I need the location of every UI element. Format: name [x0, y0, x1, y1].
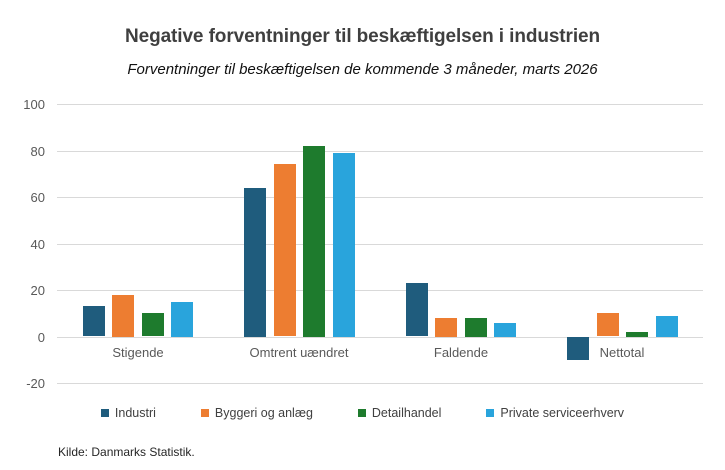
gridline: [57, 151, 703, 152]
gridline: [57, 383, 703, 384]
y-axis-tick-label: 40: [30, 237, 45, 252]
legend-item-label: Byggeri og anlæg: [214, 406, 313, 420]
chart-subtitle: Forventninger til beskæftigelsen de komm…: [127, 61, 598, 78]
chart-title: Negative forventninger til beskæftigelse…: [125, 26, 600, 47]
legend-swatch: [357, 409, 366, 417]
bar: [597, 313, 619, 336]
gridline: [57, 197, 703, 198]
x-axis-category-label: Faldende: [433, 345, 489, 360]
y-axis-tick-label: 80: [30, 144, 45, 159]
legend-swatch: [200, 409, 209, 417]
x-axis-category-label: Omtrent uændret: [249, 345, 349, 360]
y-axis-tick-label: 20: [30, 283, 45, 298]
bar: [274, 164, 296, 336]
legend-item-label: Detailhandel: [371, 406, 442, 420]
x-axis-category-label: Stigende: [112, 345, 164, 360]
bar: [112, 295, 134, 337]
legend-item: Private serviceerhverv: [486, 406, 624, 420]
bar: [626, 332, 648, 337]
bar: [303, 146, 325, 337]
gridline: [57, 337, 703, 338]
source-note: Kilde: Danmarks Statistik.: [58, 445, 195, 459]
y-axis-tick-label: 0: [37, 330, 45, 345]
bar: [83, 306, 105, 336]
legend-item: Industri: [100, 406, 156, 420]
legend-swatch: [100, 409, 109, 417]
bar: [465, 318, 487, 337]
gridline: [57, 104, 703, 105]
gridline: [57, 244, 703, 245]
x-axis-category-label: Nettotal: [599, 345, 645, 360]
bar: [567, 337, 589, 360]
bar: [171, 302, 193, 337]
y-axis-tick-label: 100: [23, 97, 45, 112]
bar: [435, 318, 457, 337]
bar: [494, 323, 516, 337]
plot-area: Stigende Omtrent uændret Faldende Nettotal: [57, 104, 703, 384]
legend-item: Detailhandel: [357, 406, 442, 420]
legend: Industri Byggeri og anlæg Detailhandel Priv…: [0, 406, 725, 420]
legend-swatch: [486, 409, 495, 417]
legend-item: Byggeri og anlæg: [200, 406, 313, 420]
bar: [333, 153, 355, 337]
bar: [244, 188, 266, 337]
gridline: [57, 290, 703, 291]
bar: [656, 316, 678, 337]
bar: [406, 283, 428, 336]
legend-item-label: Private serviceerhverv: [500, 406, 625, 420]
legend-item-label: Industri: [114, 406, 156, 420]
y-axis-tick-label: -20: [26, 376, 45, 391]
bar: [142, 313, 164, 336]
y-axis-tick-label: 60: [30, 190, 45, 205]
